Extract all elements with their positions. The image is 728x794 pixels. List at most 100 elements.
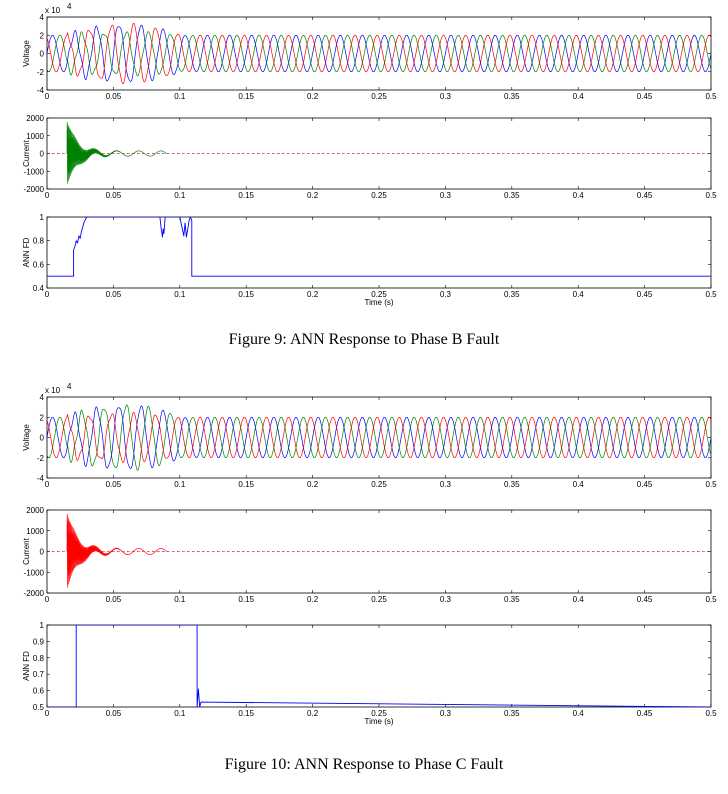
chart-6-ann-xtick-label: 0.05 bbox=[106, 709, 122, 718]
chart-1-voltage-ytick-label: -4 bbox=[37, 86, 45, 95]
chart-2-current-series-phase-b bbox=[66, 122, 167, 184]
chart-3-ann-xtick-label: 0.35 bbox=[504, 290, 520, 299]
chart-4-voltage-xtick-label: 0.3 bbox=[440, 480, 452, 489]
chart-1-voltage-xtick-label: 0.15 bbox=[238, 92, 254, 101]
chart-3-ann-xtick-label: 0.45 bbox=[637, 290, 653, 299]
chart-4-voltage-ylabel: Voltage bbox=[22, 424, 31, 451]
chart-2-current-xtick-label: 0.4 bbox=[573, 191, 585, 200]
chart-6-ann-xtick-label: 0.3 bbox=[440, 709, 452, 718]
chart-1-voltage-xtick-label: 0.25 bbox=[371, 92, 387, 101]
chart-4-voltage-xtick-label: 0.5 bbox=[705, 480, 717, 489]
chart-4-voltage-xtick-label: 0 bbox=[45, 480, 50, 489]
chart-5-current-xtick-label: 0.2 bbox=[307, 595, 319, 604]
chart-5-current-ytick-label: 2000 bbox=[26, 506, 44, 515]
chart-6-ann-xtick-label: 0.4 bbox=[573, 709, 585, 718]
chart-3-ann-ytick-label: 0.6 bbox=[33, 260, 45, 269]
chart-2-current-panel: 0 0.05 0.1 0.15 0.2 0.25 0.3 0.35 0.4 0.45 0.5 -200… bbox=[22, 114, 717, 200]
chart-3-ann-xtick-label: 0.5 bbox=[705, 290, 717, 299]
chart-6-ann-ytick-label: 0.8 bbox=[33, 654, 45, 663]
chart-5-current-xtick-label: 0.45 bbox=[637, 595, 653, 604]
chart-1-voltage-ytick-label: 0 bbox=[40, 50, 45, 59]
chart-6-ann-ytick-label: 1 bbox=[40, 621, 45, 630]
chart-6-ann-xtick-label: 0.25 bbox=[371, 709, 387, 718]
chart-2-current-ytick-label: -1000 bbox=[24, 167, 45, 176]
chart-6-ann-xtick-label: 0.1 bbox=[174, 709, 186, 718]
chart-2-current-xtick-label: 0.5 bbox=[705, 191, 717, 200]
chart-4-voltage-xtick-label: 0.35 bbox=[504, 480, 520, 489]
chart-1-voltage-xtick-label: 0.05 bbox=[106, 92, 122, 101]
chart-6-ann-ytick-label: 0.6 bbox=[33, 687, 45, 696]
chart-1-voltage-plot-area bbox=[47, 22, 711, 85]
chart-3-ann-ytick-label: 1 bbox=[40, 213, 45, 222]
chart-4-voltage-series-phase-b bbox=[47, 404, 711, 471]
chart-4-voltage-panel: 0 0.05 0.1 0.15 0.2 0.25 0.3 0.35 0.4 0.45 0.5 -4 -2… bbox=[22, 382, 717, 489]
chart-2-current-plot-area bbox=[47, 122, 711, 184]
chart-6-ann-xlabel: Time (s) bbox=[364, 717, 393, 726]
chart-1-voltage-xtick-label: 0.3 bbox=[440, 92, 452, 101]
chart-5-current-xtick-label: 0.15 bbox=[238, 595, 254, 604]
chart-4-voltage-xtick-label: 0.05 bbox=[106, 480, 122, 489]
chart-6-ann-xtick-label: 0 bbox=[45, 709, 50, 718]
chart-1-voltage-exponent-label: x 10 bbox=[45, 6, 61, 15]
chart-3-ann-xtick-label: 0.3 bbox=[440, 290, 452, 299]
chart-1-voltage-ylabel: Voltage bbox=[22, 40, 31, 67]
chart-1-voltage-xtick-label: 0.2 bbox=[307, 92, 319, 101]
chart-1-voltage-ytick-label: 2 bbox=[40, 31, 45, 40]
chart-3-ann-ylabel: ANN FD bbox=[22, 237, 31, 267]
chart-5-current-xtick-label: 0.3 bbox=[440, 595, 452, 604]
chart-5-current-ytick-label: -2000 bbox=[24, 589, 45, 598]
chart-6-ann-xtick-label: 0.5 bbox=[705, 709, 717, 718]
chart-6-ann-ytick-label: 0.9 bbox=[33, 637, 45, 646]
chart-3-ann-xtick-label: 0 bbox=[45, 290, 50, 299]
chart-2-current-xtick-label: 0.45 bbox=[637, 191, 653, 200]
chart-6-ann-xtick-label: 0.2 bbox=[307, 709, 319, 718]
chart-5-current-xtick-label: 0.25 bbox=[371, 595, 387, 604]
chart-2-current-xtick-label: 0.3 bbox=[440, 191, 452, 200]
chart-3-ann-ytick-label: 0.4 bbox=[33, 284, 45, 293]
chart-6-ann-ylabel: ANN FD bbox=[22, 651, 31, 681]
chart-4-voltage-xtick-label: 0.2 bbox=[307, 480, 319, 489]
chart-1-voltage-series-phase-c bbox=[47, 22, 711, 85]
chart-2-current-xtick-label: 0 bbox=[45, 191, 50, 200]
chart-5-current-xtick-label: 0.5 bbox=[705, 595, 717, 604]
chart-3-ann-xtick-label: 0.25 bbox=[371, 290, 387, 299]
figure-9-caption: Figure 9: ANN Response to Phase B Fault bbox=[228, 331, 500, 348]
chart-3-ann-ytick-label: 0.8 bbox=[33, 237, 45, 246]
chart-4-voltage-ytick-label: 4 bbox=[40, 393, 45, 402]
chart-2-current-xtick-label: 0.25 bbox=[371, 191, 387, 200]
chart-4-voltage-ytick-label: 0 bbox=[40, 434, 45, 443]
chart-4-voltage-xtick-label: 0.4 bbox=[573, 480, 585, 489]
chart-4-voltage-xtick-label: 0.1 bbox=[174, 480, 186, 489]
chart-4-voltage-xtick-label: 0.45 bbox=[637, 480, 653, 489]
chart-5-current-plot-area bbox=[47, 513, 711, 588]
chart-4-voltage-xtick-label: 0.15 bbox=[238, 480, 254, 489]
chart-4-voltage-ytick-label: -2 bbox=[37, 454, 45, 463]
chart-3-ann-axes-box bbox=[46, 216, 712, 289]
chart-3-ann-xlabel: Time (s) bbox=[364, 298, 393, 307]
chart-5-current-xtick-label: 0 bbox=[45, 595, 50, 604]
chart-2-current-ytick-label: 2000 bbox=[26, 114, 44, 123]
chart-6-ann-plot-area bbox=[47, 625, 711, 707]
chart-1-voltage-series-phase-b bbox=[47, 31, 711, 77]
chart-5-current-xtick-label: 0.05 bbox=[106, 595, 122, 604]
chart-5-current-ytick-label: 1000 bbox=[26, 527, 44, 536]
chart-4-voltage-series-phase-c bbox=[47, 411, 711, 463]
chart-4-voltage-xtick-label: 0.25 bbox=[371, 480, 387, 489]
chart-6-ann-xtick-label: 0.15 bbox=[238, 709, 254, 718]
chart-2-current-ytick-label: -2000 bbox=[24, 185, 45, 194]
chart-1-voltage-ytick-label: 4 bbox=[40, 13, 45, 22]
chart-2-current-ytick-label: 1000 bbox=[26, 132, 44, 141]
chart-1-voltage-exponent-power: 4 bbox=[67, 2, 72, 11]
chart-3-ann-xtick-label: 0.15 bbox=[238, 290, 254, 299]
chart-2-current-xtick-label: 0.2 bbox=[307, 191, 319, 200]
chart-3-ann-xtick-label: 0.4 bbox=[573, 290, 585, 299]
chart-6-ann-xtick-label: 0.45 bbox=[637, 709, 653, 718]
chart-6-ann-ytick-label: 0.7 bbox=[33, 670, 45, 679]
chart-1-voltage-xtick-label: 0 bbox=[45, 92, 50, 101]
chart-2-current-ylabel: Current bbox=[22, 139, 31, 166]
chart-2-current-xtick-label: 0.05 bbox=[106, 191, 122, 200]
chart-2-current-xtick-label: 0.1 bbox=[174, 191, 186, 200]
chart-6-ann-axes-box bbox=[46, 624, 712, 708]
chart-2-current-ytick-label: 0 bbox=[40, 150, 45, 159]
